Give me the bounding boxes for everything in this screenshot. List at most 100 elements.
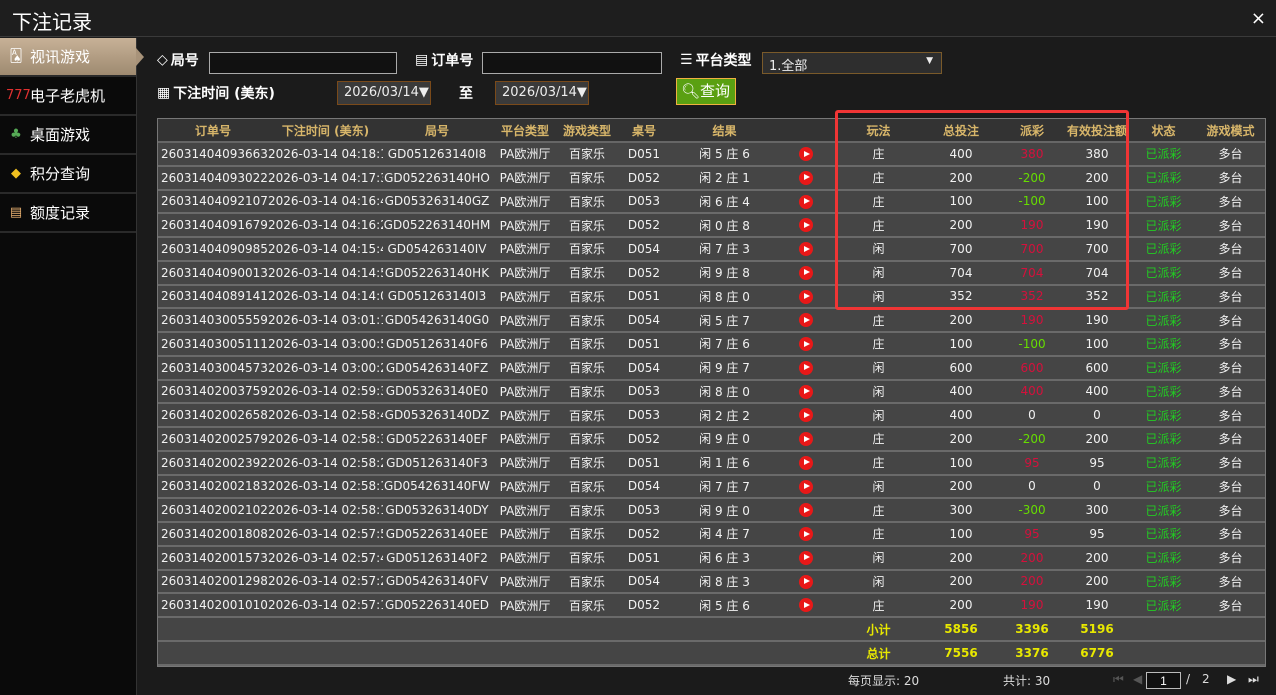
bet-time-cell: 2026-03-14 04:17:37: [268, 165, 383, 191]
bet-time-cell: 2026-03-14 02:57:27: [268, 569, 383, 595]
status-cell: 已派彩: [1131, 522, 1196, 547]
table-row: 260314030051112 2026-03-14 03:00:56 GD0512…: [158, 332, 1265, 357]
total-cell: [383, 641, 491, 666]
video-replay-button[interactable]: [776, 498, 836, 523]
game-mode-cell: 多台: [1196, 593, 1265, 618]
valid-bet-cell: 200: [1063, 569, 1131, 595]
order-no-cell: 260314020025790: [158, 427, 268, 452]
total-cell: [673, 641, 776, 666]
bet-time-cell: 2026-03-14 03:00:56: [268, 332, 383, 357]
result-cell: 闲 9 庄 7: [673, 355, 776, 381]
video-replay-button[interactable]: [776, 545, 836, 571]
round-no-cell: GD051263140F2: [383, 545, 491, 571]
table-no-cell: D052: [615, 165, 673, 191]
sidebar-item-2[interactable]: ♣ 桌面游戏: [0, 116, 136, 155]
game-mode-cell: 多台: [1196, 142, 1265, 167]
subtotal-cell: [615, 617, 673, 642]
video-replay-button[interactable]: [776, 332, 836, 357]
game-type-cell: 百家乐: [559, 189, 615, 215]
table-row: 260314040921076 2026-03-14 04:16:47 GD0532…: [158, 189, 1265, 215]
close-icon[interactable]: ×: [1250, 8, 1266, 29]
status-cell: 已派彩: [1131, 474, 1196, 500]
order-input[interactable]: [482, 52, 662, 74]
bet-type-cell: 庄: [836, 213, 921, 238]
video-replay-button[interactable]: [776, 355, 836, 381]
total-cell: 3376: [1001, 641, 1063, 666]
payout-cell: 95: [1001, 450, 1063, 476]
video-replay-button[interactable]: [776, 379, 836, 405]
valid-bet-cell: 190: [1063, 213, 1131, 238]
table-row: 260314020025790 2026-03-14 02:58:38 GD0522…: [158, 427, 1265, 452]
game-mode-cell: 多台: [1196, 427, 1265, 452]
video-replay-button[interactable]: [776, 213, 836, 238]
play-icon: [799, 550, 813, 565]
bet-type-cell: 闲: [836, 403, 921, 428]
bet-time-cell: 2026-03-14 04:16:24: [268, 213, 383, 238]
video-replay-button[interactable]: [776, 522, 836, 547]
sidebar-item-4[interactable]: ▤ 额度记录: [0, 194, 136, 233]
play-icon: [799, 242, 813, 257]
table-row: 260314040909852 2026-03-14 04:15:47 GD0542…: [158, 237, 1265, 262]
platform-cell: PA欧洲厅: [491, 165, 559, 191]
video-replay-button[interactable]: [776, 450, 836, 476]
sidebar-item-0[interactable]: 🂡 视讯游戏: [0, 38, 144, 77]
subtotal-cell: 小计: [836, 617, 921, 642]
date-to-picker[interactable]: 2026/03/14▼: [495, 81, 589, 105]
total-bet-cell: 200: [921, 165, 1001, 191]
total-bet-cell: 200: [921, 545, 1001, 571]
platform-select[interactable]: 1.全部 ▼: [762, 52, 942, 74]
sidebar-item-3[interactable]: ◆ 积分查询: [0, 155, 136, 194]
page-input[interactable]: [1146, 672, 1181, 689]
column-header: [776, 119, 836, 143]
order-no-cell: 260314020018082: [158, 522, 268, 547]
video-replay-button[interactable]: [776, 189, 836, 215]
query-button[interactable]: 🔍︎查询: [676, 78, 736, 105]
video-replay-button[interactable]: [776, 427, 836, 452]
video-replay-button[interactable]: [776, 403, 836, 428]
subtotal-cell: [776, 617, 836, 642]
video-replay-button[interactable]: [776, 142, 836, 167]
video-replay-button[interactable]: [776, 237, 836, 262]
play-icon: [799, 313, 813, 328]
play-icon: [799, 574, 813, 589]
valid-bet-cell: 0: [1063, 474, 1131, 500]
sidebar-item-label: 电子老虎机: [30, 87, 106, 105]
round-no-cell: GD054263140FZ: [383, 355, 491, 381]
calendar-icon: ▦: [157, 85, 171, 101]
first-page-icon[interactable]: ⏮: [1113, 672, 1124, 686]
play-icon: [799, 194, 813, 209]
round-no-cell: GD054263140FW: [383, 474, 491, 500]
video-replay-button[interactable]: [776, 284, 836, 310]
result-cell: 闲 8 庄 3: [673, 569, 776, 595]
round-no-cell: GD052263140HO: [383, 165, 491, 191]
bet-records-table: 订单号 下注时间 (美东) 局号 平台类型 游戏类型 桌号 结果 玩法 总投注 派彩 有效投注额 状态…: [157, 118, 1266, 667]
total-bet-cell: 200: [921, 474, 1001, 500]
platform-cell: PA欧洲厅: [491, 474, 559, 500]
last-page-icon[interactable]: ⏭: [1248, 672, 1259, 686]
valid-bet-cell: 700: [1063, 237, 1131, 262]
game-type-cell: 百家乐: [559, 165, 615, 191]
video-replay-button[interactable]: [776, 593, 836, 618]
video-replay-button[interactable]: [776, 308, 836, 333]
video-replay-button[interactable]: [776, 260, 836, 286]
chevron-down-icon: ▼: [926, 56, 933, 66]
payout-cell: 600: [1001, 355, 1063, 381]
table-row: 260314020015733 2026-03-14 02:57:43 GD0512…: [158, 545, 1265, 571]
next-page-icon[interactable]: ▶: [1227, 672, 1237, 686]
date-from-picker[interactable]: 2026/03/14▼: [337, 81, 431, 105]
bet-type-cell: 庄: [836, 522, 921, 547]
result-cell: 闲 5 庄 7: [673, 308, 776, 333]
video-replay-button[interactable]: [776, 569, 836, 595]
video-replay-button[interactable]: [776, 474, 836, 500]
sidebar-item-1[interactable]: 777 电子老虎机: [0, 77, 136, 116]
bet-time-cell: 2026-03-14 02:58:42: [268, 403, 383, 428]
prev-page-icon[interactable]: ◀: [1133, 672, 1143, 686]
bet-type-cell: 庄: [836, 450, 921, 476]
platform-cell: PA欧洲厅: [491, 450, 559, 476]
video-replay-button[interactable]: [776, 165, 836, 191]
column-header: 局号: [383, 119, 491, 143]
round-input[interactable]: [209, 52, 397, 74]
column-header: 状态: [1131, 119, 1196, 143]
table-row: 260314040900135 2026-03-14 04:14:52 GD0522…: [158, 260, 1265, 286]
bet-type-cell: 闲: [836, 260, 921, 286]
